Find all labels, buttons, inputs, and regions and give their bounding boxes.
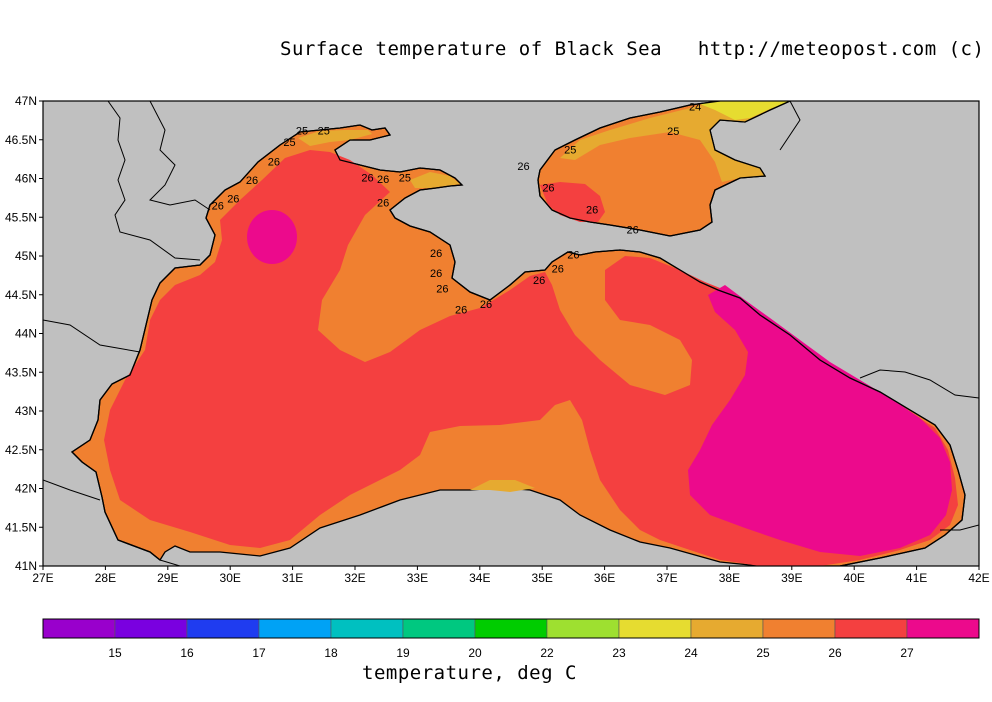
contour-label: 26 <box>455 304 467 316</box>
contour-label: 26 <box>377 174 389 186</box>
sea-coastline <box>70 124 966 566</box>
lat-tick-label: 42N <box>15 482 37 496</box>
contour-label: 26 <box>586 204 598 216</box>
lon-tick-label: 32E <box>344 571 365 585</box>
colorbar-swatch <box>618 618 692 639</box>
contour-label: 25 <box>564 145 576 157</box>
lat-tick-label: 42.5N <box>5 443 37 457</box>
lat-tick-label: 46.5N <box>5 133 37 147</box>
colorbar-label: 15 <box>108 646 122 660</box>
contour-label: 25 <box>283 137 295 149</box>
country-borders <box>43 101 979 566</box>
lon-tick-label: 31E <box>282 571 303 585</box>
colorbar-label: 22 <box>540 646 554 660</box>
map-title: Surface temperature of Black Sea http://… <box>280 38 985 60</box>
contour-label: 26 <box>430 248 442 260</box>
lon-tick-label: 35E <box>532 571 553 585</box>
lon-tick-label: 29E <box>157 571 178 585</box>
lat-tick-label: 45.5N <box>5 210 37 224</box>
colorbar-label: 27 <box>900 646 914 660</box>
colorbar-swatch <box>330 618 404 639</box>
contour-label: 26 <box>533 275 545 287</box>
contour-label: 25 <box>318 125 330 137</box>
azov-27-zone <box>540 182 605 222</box>
karkinit-25-zone <box>410 172 460 188</box>
lon-tick-label: 27E <box>32 571 53 585</box>
lon-tick-label: 28E <box>95 571 116 585</box>
lat-tick-label: 43.5N <box>5 365 37 379</box>
colorbar-label: 18 <box>324 646 338 660</box>
colorbar-swatch <box>474 618 548 639</box>
contour-label: 26 <box>627 225 639 237</box>
contour-label: 26 <box>377 197 389 209</box>
colorbar-label: 19 <box>396 646 410 660</box>
lat-tick-label: 47N <box>15 94 37 108</box>
colorbar-swatch <box>186 618 260 639</box>
colorbar-title: temperature, deg C <box>362 662 577 684</box>
contour-label: 25 <box>667 126 679 138</box>
colorbar-swatch <box>834 618 908 639</box>
contour-label: 26 <box>246 175 258 187</box>
azov-24-zone <box>700 101 792 120</box>
colorbar-label: 25 <box>756 646 770 660</box>
azov-25-zone <box>560 101 790 182</box>
colorbar-swatch <box>690 618 764 639</box>
colorbar-swatch <box>114 618 188 639</box>
colorbar-swatch <box>402 618 476 639</box>
lon-tick-label: 39E <box>781 571 802 585</box>
lon-tick-label: 38E <box>719 571 740 585</box>
contour-label: 26 <box>268 156 280 168</box>
contour-label: 26 <box>517 161 529 173</box>
colorbar-label: 23 <box>612 646 626 660</box>
contour-label: 26 <box>227 194 239 206</box>
colorbar-label: 24 <box>684 646 698 660</box>
contour-label: 26 <box>212 201 224 213</box>
lon-tick-label: 42E <box>968 571 989 585</box>
lat-tick-label: 41N <box>15 559 37 573</box>
colorbar-swatch <box>546 618 620 639</box>
contour-label: 25 <box>399 173 411 185</box>
east-28-zone <box>688 285 952 556</box>
colorbar-label: 17 <box>252 646 266 660</box>
nw-25-zone <box>298 130 372 146</box>
longitude-axis: 27E 28E 29E 30E 31E 32E 33E 34E 35E 36E 37E 38E 39E 4… <box>32 566 990 585</box>
lon-tick-label: 41E <box>906 571 927 585</box>
nw-28-zone <box>247 210 297 264</box>
contour-label: 26 <box>552 263 564 275</box>
lat-tick-label: 43N <box>15 404 37 418</box>
colorbar-frame <box>42 618 980 639</box>
colorbar-swatch <box>906 618 980 639</box>
azov-coastline <box>537 101 791 237</box>
colorbar-label: 20 <box>468 646 482 660</box>
contour-label: 26 <box>542 183 554 195</box>
lon-tick-label: 37E <box>656 571 677 585</box>
south-25-zone <box>470 480 535 492</box>
contour-label: 26 <box>567 249 579 261</box>
contour-label: 26 <box>430 268 442 280</box>
contour-label: 25 <box>296 125 308 137</box>
colorbar-label: 16 <box>180 646 194 660</box>
latitude-axis: 47N 46.5N 46N 45.5N 45N 44.5N 44N 43.5N 43N 42.5N… <box>5 94 43 573</box>
lat-tick-label: 45N <box>15 249 37 263</box>
contour-label: 24 <box>689 101 701 113</box>
lon-tick-label: 34E <box>469 571 490 585</box>
lon-tick-label: 30E <box>220 571 241 585</box>
lon-tick-label: 40E <box>844 571 865 585</box>
contour-label: 26 <box>480 299 492 311</box>
contour-label: 26 <box>436 283 448 295</box>
lat-tick-label: 44.5N <box>5 288 37 302</box>
colorbar-swatch <box>42 618 116 639</box>
colorbar-swatch <box>762 618 836 639</box>
lon-tick-label: 33E <box>407 571 428 585</box>
lat-tick-label: 46N <box>15 172 37 186</box>
colorbar-swatch <box>258 618 332 639</box>
lat-tick-label: 44N <box>15 327 37 341</box>
colorbar-label: 26 <box>828 646 842 660</box>
lat-tick-label: 41.5N <box>5 520 37 534</box>
lon-tick-label: 36E <box>594 571 615 585</box>
contour-label: 26 <box>361 173 373 185</box>
temperature-colorbar: 15 16 17 18 19 20 22 23 24 25 26 27 <box>42 618 980 660</box>
